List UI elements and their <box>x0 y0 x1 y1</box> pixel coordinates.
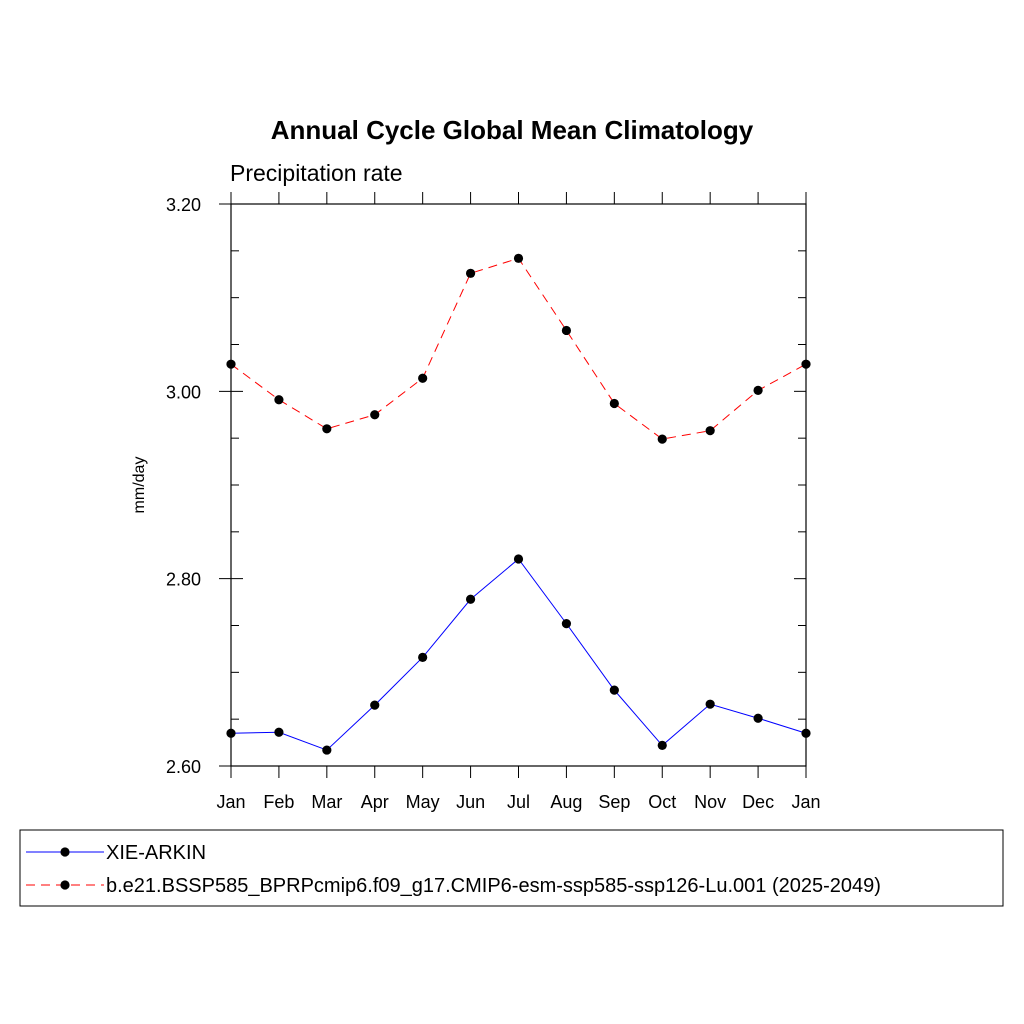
x-tick-label: May <box>406 792 440 812</box>
plot-frame <box>230 203 807 767</box>
x-tick-label: Jun <box>456 792 485 812</box>
series-line <box>230 558 807 751</box>
x-tick-label: Apr <box>361 792 389 812</box>
legend-item: XIE-ARKIN <box>26 842 206 864</box>
data-point <box>322 745 332 755</box>
series-line <box>230 257 807 440</box>
data-point <box>801 728 811 738</box>
data-point <box>705 699 715 709</box>
legend-box <box>19 829 1004 907</box>
y-tick-label: 2.60 <box>166 757 201 777</box>
data-point <box>657 740 667 750</box>
legend-item: b.e21.BSSP585_BPRPcmip6.f09_g17.CMIP6-es… <box>26 875 881 897</box>
data-point <box>561 619 572 629</box>
data-point <box>418 373 428 383</box>
data-point <box>465 268 476 278</box>
data-point <box>322 424 332 434</box>
x-tick-label: Jul <box>507 792 530 812</box>
chart-title: Annual Cycle Global Mean Climatology <box>271 115 754 145</box>
y-tick-label: 2.80 <box>166 570 201 590</box>
data-point <box>561 325 572 336</box>
legend-marker <box>60 880 70 890</box>
data-point <box>274 727 284 737</box>
data-point <box>705 426 715 436</box>
legend-label: XIE-ARKIN <box>106 842 206 864</box>
data-point <box>753 713 763 723</box>
data-point <box>513 253 524 263</box>
legend: XIE-ARKIN b.e21.BSSP585_BPRPcmip6.f09_g17… <box>19 829 1004 907</box>
series-layer <box>226 253 811 755</box>
data-point <box>370 700 380 710</box>
chart-subtitle: Precipitation rate <box>230 160 403 186</box>
data-point <box>801 359 811 369</box>
axis-ticks: Jan Feb Mar Apr May Jun Jul Aug Sep Oct Nov Dec Jan 2… <box>166 192 821 812</box>
x-tick-label: Sep <box>598 792 630 812</box>
data-point <box>513 554 524 564</box>
data-point <box>465 594 476 604</box>
x-tick-label: Jan <box>791 792 820 812</box>
y-tick-label: 3.20 <box>166 195 201 215</box>
data-point <box>418 652 428 662</box>
y-axis-label: mm/day <box>131 457 148 514</box>
data-point <box>657 434 667 444</box>
x-tick-label: Dec <box>742 792 774 812</box>
data-point <box>609 685 619 695</box>
x-tick-label: Mar <box>311 792 342 812</box>
legend-label: b.e21.BSSP585_BPRPcmip6.f09_g17.CMIP6-es… <box>106 875 881 897</box>
x-tick-label: Nov <box>694 792 726 812</box>
legend-marker <box>60 847 70 857</box>
x-tick-label: Jan <box>216 792 245 812</box>
x-tick-label: Oct <box>648 792 676 812</box>
data-point <box>226 728 236 738</box>
series-1 <box>226 253 811 444</box>
y-tick-label: 3.00 <box>166 382 201 402</box>
data-point <box>609 398 619 409</box>
plot-border <box>230 203 807 767</box>
series-0 <box>226 554 811 755</box>
data-point <box>753 385 763 395</box>
data-point <box>274 395 284 405</box>
data-point <box>226 359 236 369</box>
x-tick-label: Aug <box>550 792 582 812</box>
data-point <box>370 410 380 420</box>
x-tick-label: Feb <box>263 792 294 812</box>
